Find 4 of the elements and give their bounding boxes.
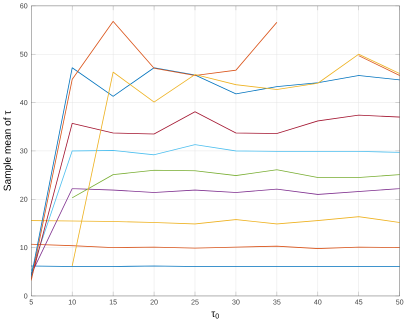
line-series — [31, 67, 400, 278]
line-series — [72, 169, 400, 198]
x-axis-title: τ$_{0}$ — [211, 312, 219, 319]
y-axis-title: Sample mean of τ — [3, 110, 13, 191]
